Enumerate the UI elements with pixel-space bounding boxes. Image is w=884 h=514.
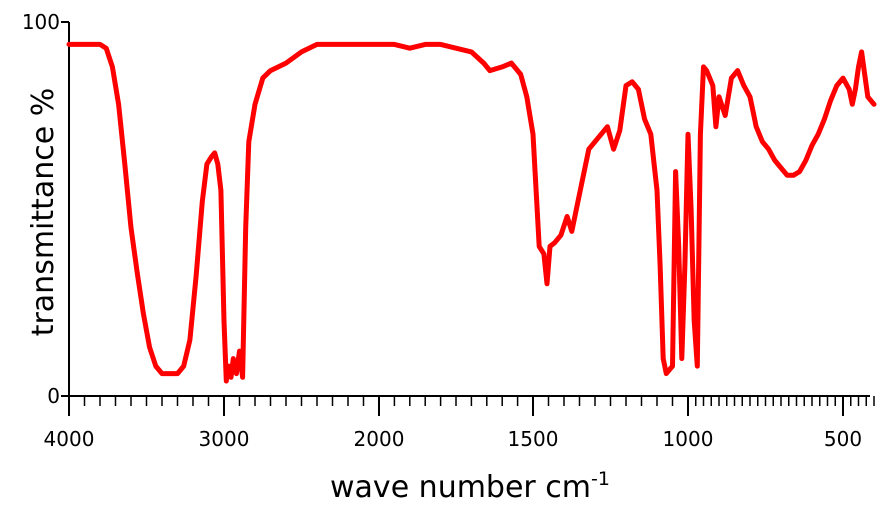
series-line <box>66 41 877 384</box>
x-axis-title: wave number cm-1 <box>330 468 610 505</box>
x-tick-label: 2000 <box>354 427 405 451</box>
x-tick-marks <box>68 396 875 416</box>
y-axis-title: transmittance % <box>26 88 61 337</box>
x-tick-label: 1500 <box>508 427 559 451</box>
x-tick-labels: 4000 3000 2000 1500 1000 500 <box>44 427 863 451</box>
x-tick-label: 4000 <box>44 427 95 451</box>
x-tick-label: 500 <box>824 427 862 451</box>
y-tick-label: 0 <box>47 384 60 408</box>
x-axis-title-superscript: -1 <box>591 468 610 490</box>
axes <box>61 21 870 397</box>
y-tick-labels: 0 100 <box>22 10 60 408</box>
x-tick-label: 1000 <box>663 427 714 451</box>
y-tick-label: 100 <box>22 10 60 34</box>
x-tick-label: 3000 <box>199 427 250 451</box>
x-axis-title-text: wave number cm <box>330 470 591 505</box>
